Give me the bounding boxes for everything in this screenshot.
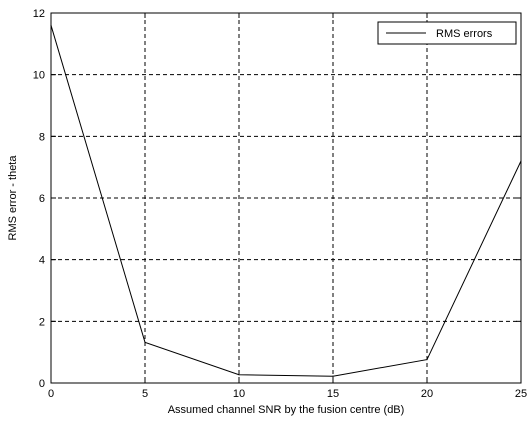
- data-point: [426, 358, 428, 361]
- x-tick-label: 0: [48, 388, 54, 400]
- y-tick-label: 0: [39, 378, 45, 390]
- legend: RMS errors: [377, 21, 517, 45]
- x-tick-label: 20: [421, 388, 433, 400]
- data-point: [238, 374, 240, 376]
- legend-label: RMS errors: [436, 28, 493, 40]
- y-tick-label: 10: [33, 70, 45, 82]
- y-axis-label: RMS error - theta: [7, 155, 19, 241]
- axis-ticks: 0 5 10 15 20 25 0 2 4 6 8 10 12: [33, 8, 527, 400]
- x-tick-label: 10: [233, 388, 245, 400]
- data-point: [332, 375, 334, 377]
- x-tick-label: 25: [515, 388, 527, 400]
- y-tick-label: 4: [39, 255, 45, 267]
- y-tick-label: 6: [39, 193, 45, 205]
- series-layer: [50, 24, 522, 377]
- series-line: [50, 25, 522, 377]
- x-axis-label: Assumed channel SNR by the fusion centre…: [168, 404, 405, 416]
- y-tick-label: 12: [33, 8, 45, 20]
- data-point: [144, 341, 146, 343]
- x-tick-label: 15: [327, 388, 339, 400]
- grid: [51, 13, 521, 383]
- legend-box: [377, 21, 517, 45]
- y-tick-label: 2: [39, 316, 45, 328]
- y-tick-label: 8: [39, 131, 45, 143]
- x-tick-label: 5: [142, 388, 148, 400]
